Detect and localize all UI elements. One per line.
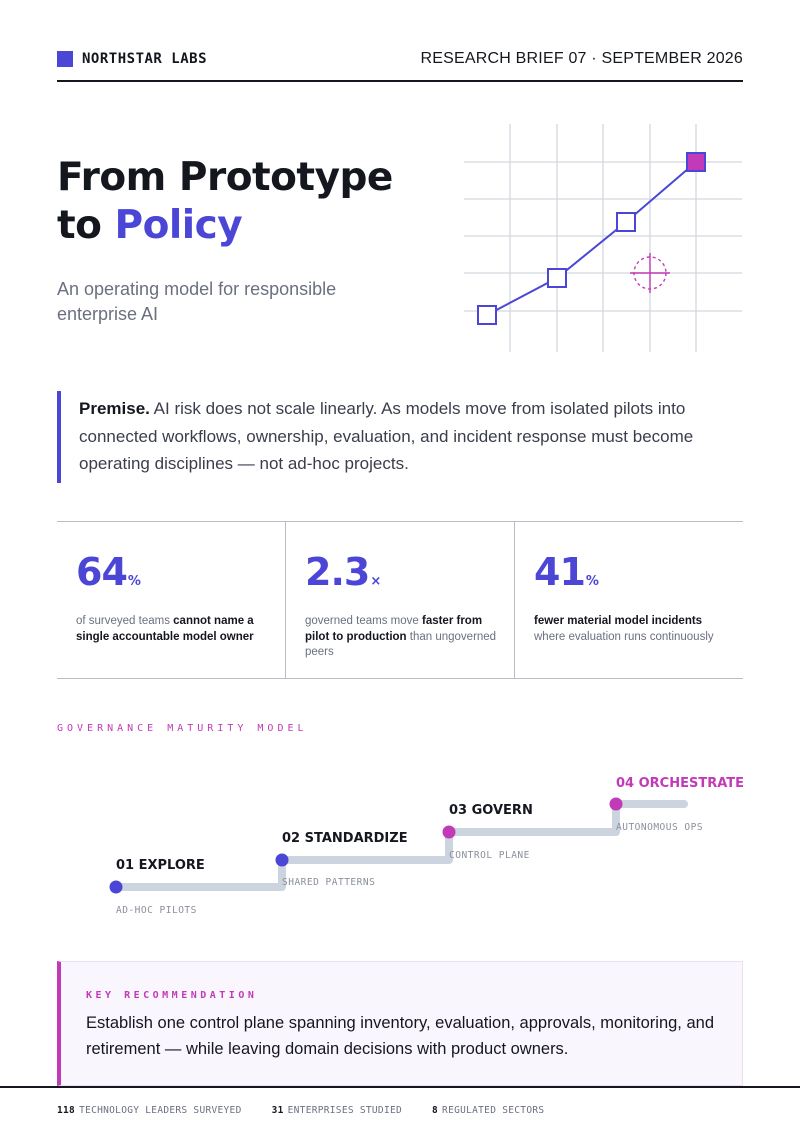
stat-desc-bold: fewer material model incidents (534, 615, 703, 627)
stat-desc-bold: cannot name a single accountable model o… (76, 615, 254, 643)
step-dot (275, 853, 289, 867)
footer-stat: 31 ENTERPRISES STUDIED (272, 1105, 402, 1116)
stats-row: 64% of surveyed teams cannot name a sing… (57, 521, 743, 679)
stat-desc-post: than ungoverned peers (305, 630, 497, 659)
stat-value: 64% (76, 550, 285, 604)
page-subtitle: An operating model for responsible enter… (57, 279, 337, 324)
stat-unit: × (370, 574, 382, 589)
footer-stat-label: REGULATED SECTORS (442, 1104, 545, 1116)
premise-body: AI risk does not scale linearly. As mode… (79, 399, 694, 473)
illustration-marker-4 (686, 152, 706, 172)
stat-value: 41% (534, 550, 743, 604)
step-title: 03 GOVERN (449, 803, 533, 818)
step-subtitle: AUTONOMOUS OPS (616, 822, 703, 833)
hero-illustration (464, 124, 742, 352)
stat-desc-pre: of surveyed teams (76, 615, 174, 627)
premise-text: Premise. AI risk does not scale linearly… (79, 391, 743, 478)
page-header: NORTHSTAR LABS RESEARCH BRIEF 07 · SEPTE… (57, 44, 743, 82)
premise-callout: Premise. AI risk does not scale linearly… (57, 391, 743, 483)
stat-unit: % (127, 574, 141, 589)
stat-unit: % (585, 574, 599, 589)
footer-stat-label: ENTERPRISES STUDIED (287, 1104, 403, 1116)
stat-card: 64% of surveyed teams cannot name a sing… (57, 522, 286, 678)
footer-stat-number: 118 (57, 1104, 76, 1116)
illustration-grid (464, 124, 742, 352)
recommendation-callout: KEY RECOMMENDATION Establish one control… (57, 961, 743, 1086)
brand-name: NORTHSTAR LABS (82, 51, 208, 67)
stat-number: 41 (534, 550, 586, 594)
step-subtitle: AD-HOC PILOTS (116, 905, 197, 916)
recommendation-label: KEY RECOMMENDATION (86, 990, 258, 1001)
recommendation-text: Establish one control plane spanning inv… (86, 1014, 715, 1058)
illustration-marker-2 (547, 268, 567, 288)
stat-number: 2.3 (305, 550, 370, 594)
step-subtitle: CONTROL PLANE (449, 850, 530, 861)
page-footer: 118 TECHNOLOGY LEADERS SURVEYED 31 ENTERPR… (0, 1086, 800, 1132)
stat-desc-pre: governed teams move (305, 615, 422, 627)
stat-desc-post: where evaluation runs continuously (534, 630, 714, 643)
title-line-1: From Prototype (57, 155, 393, 200)
stat-number: 64 (76, 550, 128, 594)
illustration-marker-1 (477, 305, 497, 325)
illustration-marker-3 (616, 212, 636, 232)
step-title: 04 ORCHESTRATE (616, 776, 744, 791)
title-accent: Policy (114, 203, 243, 248)
step-dot (442, 825, 456, 839)
step-subtitle: SHARED PATTERNS (282, 877, 375, 888)
brand: NORTHSTAR LABS (57, 51, 207, 67)
brand-logo-icon (57, 51, 73, 67)
title-line-2-prefix: to (57, 203, 115, 248)
step-title: 02 STANDARDIZE (282, 831, 408, 846)
step-dot (609, 797, 623, 811)
stat-description: fewer material model incidents where eva… (534, 614, 734, 645)
step-title: 01 EXPLORE (116, 858, 205, 873)
footer-stat-number: 31 (271, 1104, 284, 1116)
footer-stat: 118 TECHNOLOGY LEADERS SURVEYED (57, 1105, 242, 1116)
step-dot (109, 880, 123, 894)
maturity-staircase: 01 EXPLORE AD-HOC PILOTS 02 STANDARDIZE … (109, 776, 744, 916)
stat-desc-bold: faster from pilot to production (305, 615, 483, 643)
page-title: From Prototype to Policy (57, 154, 393, 250)
premise-lead: Premise. (79, 399, 150, 418)
illustration-line (486, 161, 697, 316)
stat-description: governed teams move faster from pilot to… (305, 614, 505, 661)
footer-stat-number: 8 (432, 1104, 439, 1116)
stat-description: of surveyed teams cannot name a single a… (76, 614, 276, 645)
brief-label: RESEARCH BRIEF 07 · SEPTEMBER 2026 (420, 50, 743, 67)
footer-stat-label: TECHNOLOGY LEADERS SURVEYED (79, 1104, 242, 1116)
crosshair-icon (630, 253, 670, 293)
stat-value: 2.3× (305, 550, 514, 604)
stat-card: 2.3× governed teams move faster from pil… (286, 522, 515, 678)
stat-card: 41% fewer material model incidents where… (515, 522, 743, 678)
footer-stat: 8 REGULATED SECTORS (432, 1105, 544, 1116)
section-label-maturity: GOVERNANCE MATURITY MODEL (57, 723, 308, 734)
